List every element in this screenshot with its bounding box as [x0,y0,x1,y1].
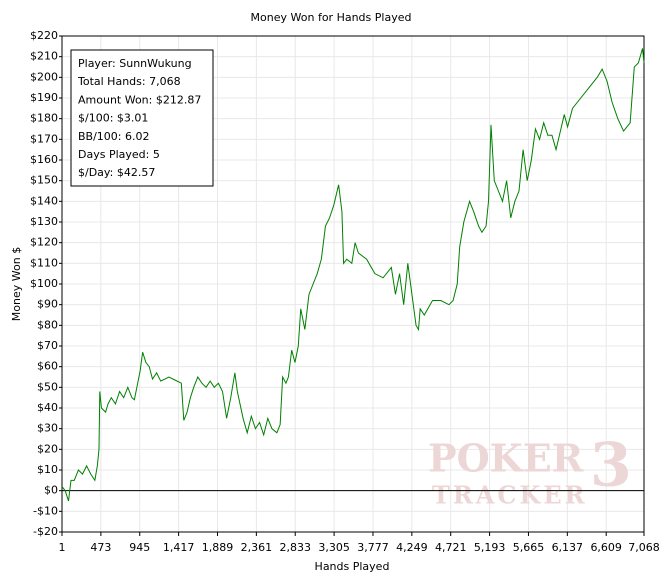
x-tick-label: 3,777 [357,541,389,554]
y-tick-label: $100 [30,277,58,290]
y-axis-label: Money Won $ [10,247,23,321]
y-tick-label: $170 [30,132,58,145]
x-tick-label: 4,721 [435,541,467,554]
info-text: Total Hands: 7,068 [77,75,181,88]
y-tick-label: $20 [37,442,58,455]
y-tick-label: $140 [30,194,58,207]
info-box [70,49,214,187]
x-tick-label: 2,833 [279,541,311,554]
info-text: Days Played: 5 [78,148,160,161]
x-tick-label: 1 [59,541,66,554]
watermark: POKER TRACKER 3 [428,431,632,510]
x-tick-label: 6,137 [552,541,584,554]
y-tick-label: $40 [37,401,58,414]
x-tick-label: 7,068 [628,541,660,554]
y-tick-label: $90 [37,298,58,311]
info-text: Player: SunnWukung [78,57,192,70]
y-tick-label: $0 [44,484,58,497]
info-text: BB/100: 6.02 [78,130,150,143]
chart-title: Money Won for Hands Played [251,11,412,24]
watermark-text: TRACKER [432,481,588,510]
y-tick-label: $160 [30,153,58,166]
x-tick-label: 5,193 [474,541,506,554]
x-tick-label: 945 [129,541,150,554]
info-text: Amount Won: $212.87 [78,93,201,106]
series-line [61,48,645,502]
y-tick-label: $30 [37,422,58,435]
x-tick-label: 3,305 [318,541,350,554]
info-text: $/100: $3.01 [78,112,148,125]
y-tick-label: $120 [30,236,58,249]
y-tick-label: $200 [30,70,58,83]
y-tick-label: $60 [37,360,58,373]
y-tick-label: $10 [37,463,58,476]
watermark-text: POKER [428,436,584,481]
x-tick-label: 6,609 [590,541,622,554]
y-tick-label: $70 [37,339,58,352]
info-text: $/Day: $42.57 [78,166,155,179]
x-tick-label: 1,889 [202,541,234,554]
watermark-text: 3 [590,431,632,501]
x-tick-label: 473 [90,541,111,554]
y-tick-label: $180 [30,112,58,125]
y-tick-label: $80 [37,318,58,331]
x-axis-label: Hands Played [315,560,390,573]
y-tick-label: -$20 [33,525,58,538]
y-tick-label: $110 [30,256,58,269]
x-tick-label: 4,249 [396,541,428,554]
x-tick-label: 2,361 [241,541,273,554]
x-tick-label: 5,665 [513,541,545,554]
y-tick-label: $50 [37,380,58,393]
y-tick-label: $190 [30,91,58,104]
y-tick-label: $220 [30,29,58,42]
x-tick-label: 1,417 [163,541,195,554]
y-tick-label: $150 [30,174,58,187]
y-tick-label: -$10 [33,504,58,517]
y-tick-label: $210 [30,50,58,63]
y-tick-label: $130 [30,215,58,228]
